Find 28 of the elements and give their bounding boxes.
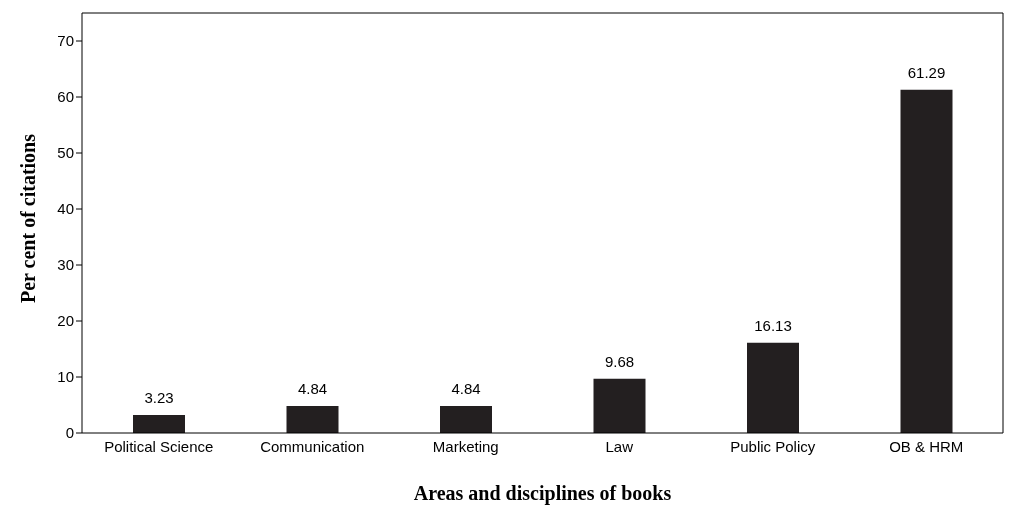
- x-tick-label: Marketing: [432, 437, 499, 455]
- y-tick-label: 40: [57, 200, 74, 218]
- y-tick-label: 70: [57, 32, 74, 50]
- y-tick-label: 0: [65, 424, 74, 442]
- bar: [593, 378, 646, 433]
- data-label: 3.23: [144, 388, 174, 406]
- data-label: 4.84: [297, 379, 328, 397]
- x-axis-title: Areas and disciplines of books: [413, 482, 672, 505]
- x-tick-label: Communication: [260, 437, 365, 455]
- y-axis-title: Per cent of citations: [17, 133, 40, 303]
- data-label: 4.84: [451, 379, 481, 397]
- y-tick-label: 20: [57, 312, 74, 330]
- bar: [286, 405, 339, 433]
- data-label: 61.29: [907, 63, 946, 81]
- y-tick-label: 60: [57, 88, 74, 106]
- x-tick-label: Public Policy: [730, 437, 816, 455]
- x-tick-label: OB & HRM: [889, 437, 964, 455]
- y-tick-label: 30: [57, 256, 74, 274]
- x-tick-label: Political Science: [104, 437, 214, 455]
- bar: [133, 414, 185, 433]
- bar: [747, 342, 799, 433]
- y-tick-label: 10: [57, 368, 74, 386]
- bar: [900, 89, 953, 433]
- data-label: 16.13: [754, 316, 792, 334]
- bar: [440, 405, 492, 433]
- data-label: 9.68: [604, 352, 635, 370]
- y-tick-label: 50: [57, 144, 74, 162]
- x-tick-label: Law: [605, 437, 634, 455]
